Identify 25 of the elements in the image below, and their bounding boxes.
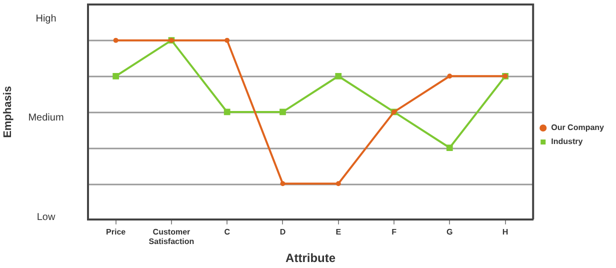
- point: [335, 72, 342, 80]
- legend-label: Industry: [551, 137, 584, 146]
- x-axis-title: Attribute: [286, 251, 336, 266]
- point: [113, 38, 118, 43]
- x-tick-label: E: [336, 227, 342, 236]
- text: Low: [36, 212, 56, 224]
- x-tick-label: H: [502, 227, 508, 236]
- point: [112, 72, 119, 80]
- point: [446, 144, 453, 151]
- text: High: [36, 13, 56, 24]
- x-tick-label: F: [392, 227, 397, 236]
- point: [224, 38, 230, 43]
- point: [280, 108, 286, 116]
- x-tick-label: D: [280, 227, 286, 236]
- point: [447, 74, 452, 79]
- text: Medium: [28, 112, 64, 124]
- x-tick-label: Price: [106, 227, 126, 236]
- point: [280, 181, 286, 186]
- x-tick-label: G: [446, 227, 453, 236]
- point: [224, 108, 230, 116]
- x-tick-label: C: [224, 227, 230, 236]
- legend-label: Our Company: [551, 123, 605, 132]
- text: Emphasis: [2, 86, 14, 138]
- x-tick-label: Customer Satisfaction: [148, 227, 194, 246]
- point: [336, 181, 341, 186]
